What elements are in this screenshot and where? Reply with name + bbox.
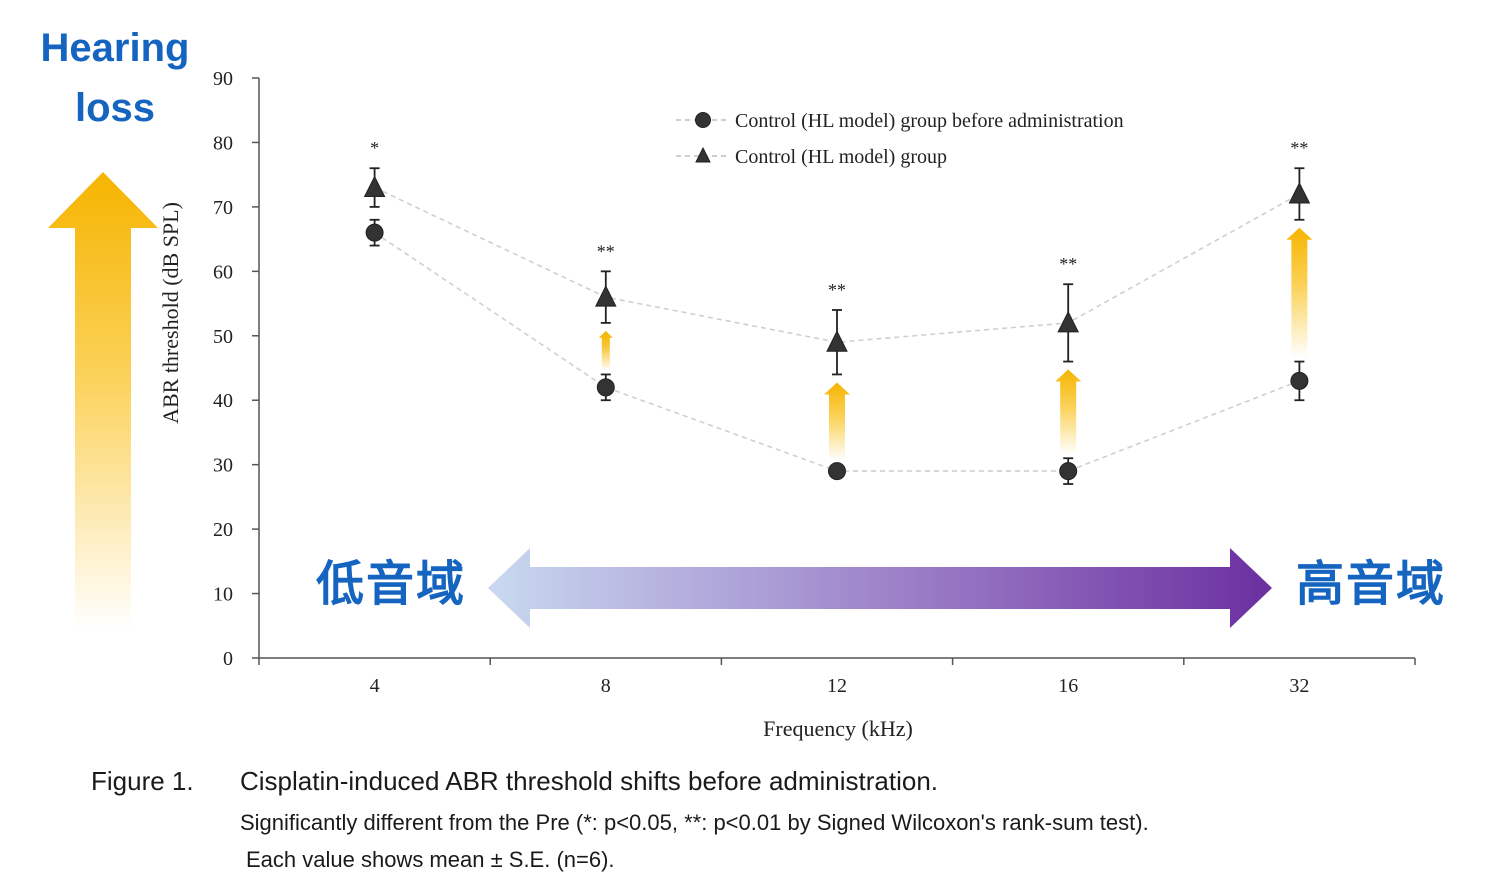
figure-mean-note: Each value shows mean ± S.E. (n=6).: [246, 847, 615, 872]
high-frequency-label: 高音域: [1296, 556, 1447, 612]
significance-mark: **: [597, 241, 615, 261]
legend-marker-triangle: [695, 146, 711, 163]
significance-mark: *: [370, 138, 379, 158]
data-point-circle: [365, 223, 384, 242]
data-point-triangle: [1288, 181, 1311, 204]
threshold-shift-arrow: [824, 382, 850, 461]
x-axis-label: Frequency (kHz): [763, 716, 913, 741]
x-tick-label: 4: [370, 675, 380, 697]
y-tick-label: 60: [213, 261, 233, 283]
threshold-shift-arrow: [598, 330, 613, 371]
frequency-range-arrow: [488, 548, 1272, 628]
legend-label-before: Control (HL model) group before administ…: [735, 110, 1124, 132]
data-point-triangle: [363, 175, 386, 198]
x-tick-label: 32: [1289, 675, 1309, 697]
y-tick-label: 50: [213, 326, 233, 348]
x-tick-label: 8: [601, 675, 611, 697]
data-point-circle: [1059, 462, 1078, 481]
legend-marker-circle: [695, 112, 711, 128]
data-point-circle: [828, 462, 846, 481]
significance-mark: **: [1059, 254, 1077, 274]
hearing-loss-title-line1: Hearing: [40, 26, 190, 70]
y-tick-label: 90: [213, 68, 233, 90]
y-tick-label: 80: [213, 132, 233, 154]
figure-significance-note: Significantly different from the Pre (*:…: [240, 810, 1149, 835]
data-point-triangle: [826, 330, 848, 352]
abr-threshold-chart: 0 10 20 30 40 50 60 70 80 90 4 8 12 16 32 ABR thresho…: [48, 68, 1416, 741]
data-point-circle: [1290, 371, 1309, 390]
data-point-triangle: [1057, 310, 1080, 333]
significance-mark: **: [1290, 138, 1308, 158]
significance-mark: **: [828, 280, 846, 300]
x-tick-label: 16: [1058, 675, 1078, 697]
data-point-circle: [596, 378, 615, 397]
hearing-loss-title-line2: loss: [74, 86, 156, 130]
series-line-group: [374, 186, 1300, 344]
figure-title: Cisplatin-induced ABR threshold shifts b…: [240, 766, 939, 796]
hearing-loss-arrow: [48, 172, 158, 630]
legend: Control (HL model) group before administ…: [676, 110, 1124, 168]
low-frequency-label: 低音域: [316, 556, 467, 612]
y-tick-label: 70: [213, 197, 233, 219]
figure-number: Figure 1.: [91, 766, 194, 796]
y-tick-label: 30: [213, 455, 233, 477]
threshold-shift-arrow: [1286, 227, 1313, 358]
data-point-triangle: [594, 284, 617, 307]
y-tick-label: 20: [213, 519, 233, 541]
threshold-shift-arrow: [1055, 369, 1082, 455]
y-tick-label: 0: [223, 648, 233, 670]
legend-label-group: Control (HL model) group: [735, 146, 947, 168]
y-axis-label: ABR threshold (dB SPL): [158, 202, 183, 424]
x-tick-label: 12: [827, 675, 847, 697]
y-tick-label: 40: [213, 390, 233, 412]
y-tick-label: 10: [213, 584, 233, 606]
